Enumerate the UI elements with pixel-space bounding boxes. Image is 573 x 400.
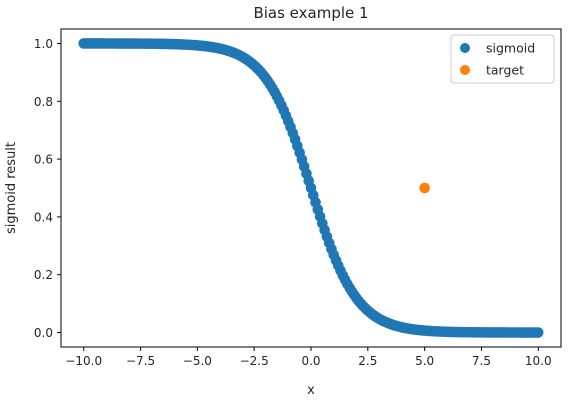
y-tick-label: 0.2 bbox=[34, 268, 53, 282]
target-point bbox=[419, 182, 430, 194]
y-tick-label: 0.4 bbox=[34, 210, 53, 224]
y-axis: 0.0 0.2 0.4 0.6 0.8 1.0 bbox=[34, 37, 61, 340]
legend: sigmoid target bbox=[450, 34, 555, 84]
sigmoid-series bbox=[78, 38, 544, 338]
x-tick-label: −7.5 bbox=[126, 354, 155, 368]
legend-sigmoid-marker bbox=[460, 43, 470, 53]
x-tick-label: −2.5 bbox=[240, 354, 269, 368]
x-tick-label: 0.0 bbox=[301, 354, 320, 368]
y-tick-label: 1.0 bbox=[34, 37, 53, 51]
y-axis-label: sigmoid result bbox=[4, 142, 19, 234]
legend-box bbox=[450, 34, 555, 84]
y-tick-label: 0.6 bbox=[34, 153, 53, 167]
y-tick-label: 0.8 bbox=[34, 95, 53, 109]
target-series bbox=[419, 182, 430, 194]
x-tick-label: −5.0 bbox=[183, 354, 212, 368]
legend-target-label: target bbox=[486, 63, 524, 78]
x-tick-label: 2.5 bbox=[358, 354, 377, 368]
x-axis-label: x bbox=[307, 383, 315, 398]
x-tick-label: 5.0 bbox=[415, 354, 434, 368]
plot-area bbox=[60, 28, 562, 348]
y-tick-label: 0.0 bbox=[34, 326, 53, 340]
x-axis: −10.0 −7.5 −5.0 −2.5 0.0 2.5 5.0 7.5 10.0 bbox=[65, 347, 552, 368]
x-tick-label: 7.5 bbox=[472, 354, 491, 368]
x-tick-label: −10.0 bbox=[65, 354, 102, 368]
x-tick-label: 10.0 bbox=[525, 354, 552, 368]
chart-title: Bias example 1 bbox=[253, 4, 368, 22]
legend-target-marker bbox=[460, 65, 470, 75]
sigmoid-point bbox=[532, 327, 544, 338]
legend-sigmoid-label: sigmoid bbox=[486, 41, 535, 56]
